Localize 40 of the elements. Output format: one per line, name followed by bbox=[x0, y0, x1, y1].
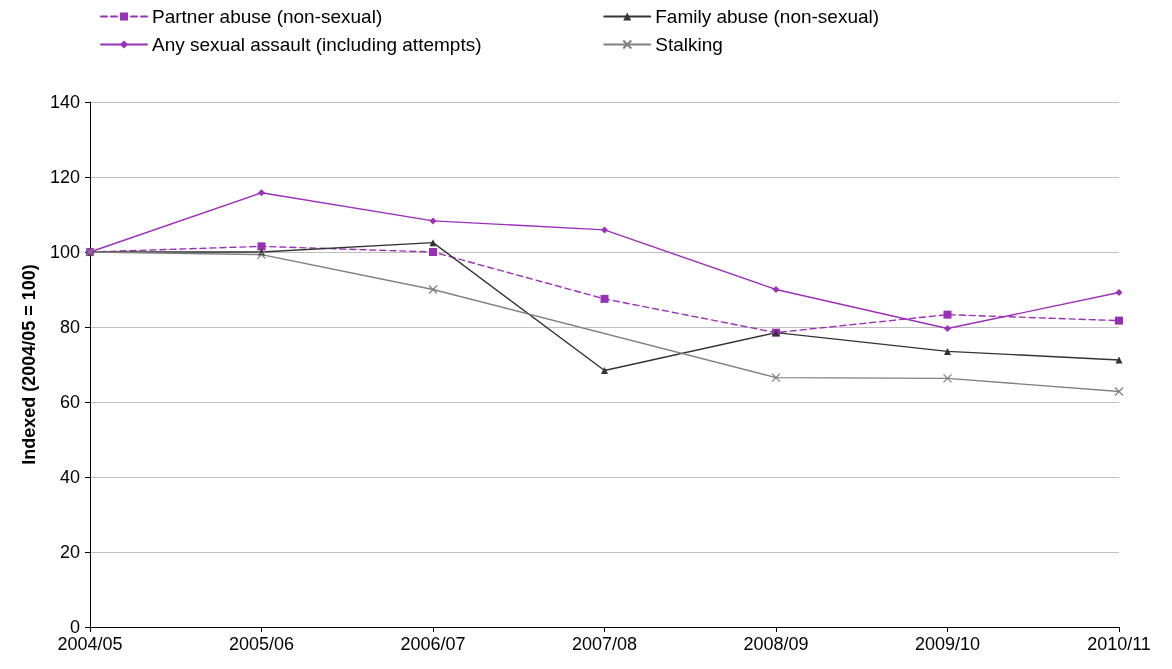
point bbox=[429, 239, 437, 247]
y-tick-label: 40 bbox=[59, 467, 80, 487]
legend-label: Any sexual assault (including attempts) bbox=[152, 34, 482, 55]
point bbox=[772, 286, 780, 293]
y-tick-label: 100 bbox=[49, 242, 80, 262]
y-tick-label: 0 bbox=[69, 617, 80, 637]
y-tick-label: 80 bbox=[59, 317, 80, 337]
legend-label: Stalking bbox=[655, 34, 723, 55]
point bbox=[944, 325, 951, 332]
point bbox=[1114, 386, 1124, 397]
point bbox=[600, 294, 609, 303]
x-tick-label: 2006/07 bbox=[400, 634, 466, 654]
x-tick-label: 2009/10 bbox=[914, 634, 981, 654]
point bbox=[1115, 289, 1123, 296]
point bbox=[256, 249, 267, 260]
y-tick-label: 20 bbox=[59, 542, 80, 562]
point bbox=[771, 372, 781, 383]
y-axis-title: Indexed (2004/05 = 100) bbox=[19, 264, 39, 465]
y-tick-label: 120 bbox=[49, 167, 80, 187]
point bbox=[601, 367, 608, 374]
point bbox=[429, 217, 437, 225]
x-tick-label: 2004/05 bbox=[57, 634, 123, 654]
y-tick-label: 60 bbox=[59, 392, 80, 412]
legend-label: Family abuse (non-sexual) bbox=[655, 6, 880, 27]
point bbox=[1115, 356, 1123, 364]
x-tick-label: 2008/09 bbox=[743, 634, 809, 654]
point bbox=[428, 284, 438, 295]
x-tick-label: 2010/11 bbox=[1087, 634, 1151, 654]
point bbox=[1115, 316, 1123, 325]
point bbox=[944, 347, 951, 355]
point bbox=[943, 310, 952, 319]
legend-label: Partner abuse (non-sexual) bbox=[152, 6, 383, 27]
x-tick-label: 2005/06 bbox=[228, 634, 295, 654]
x-tick-label: 2007/08 bbox=[571, 634, 638, 654]
point bbox=[429, 248, 437, 256]
point bbox=[942, 373, 953, 384]
point bbox=[601, 226, 608, 234]
point bbox=[258, 189, 265, 197]
point bbox=[257, 242, 266, 251]
y-tick-label: 140 bbox=[49, 92, 80, 112]
